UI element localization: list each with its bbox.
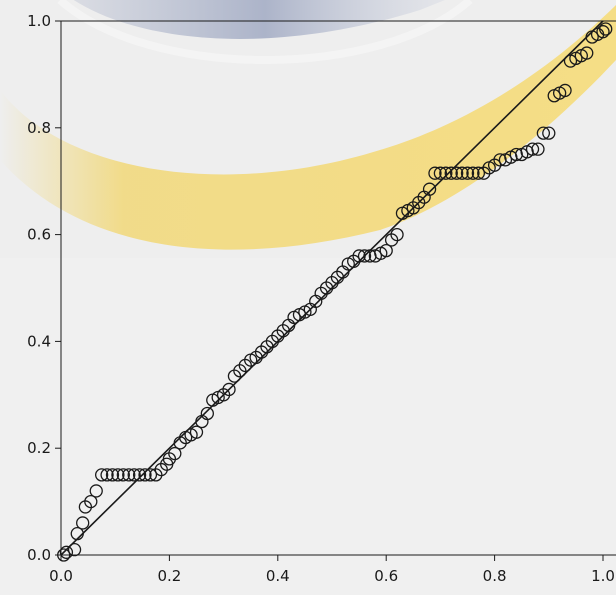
y-tick-label: 0.6	[27, 226, 51, 244]
data-point	[84, 494, 98, 509]
data-point	[132, 468, 147, 482]
data-point	[542, 126, 556, 140]
data-point	[599, 22, 613, 36]
data-point	[95, 468, 109, 482]
data-point	[76, 516, 90, 530]
data-point	[57, 548, 71, 562]
data-point	[525, 142, 540, 156]
data-point	[558, 83, 572, 98]
x-tick-label: 1.0	[591, 567, 615, 585]
data-point	[89, 484, 103, 498]
data-point	[111, 468, 125, 482]
data-point	[531, 142, 545, 156]
plot-frame	[60, 20, 616, 556]
x-tick-label: 0.4	[266, 567, 290, 585]
data-point	[189, 425, 204, 439]
y-tick-label: 0.2	[27, 439, 51, 457]
data-point	[450, 166, 464, 180]
axes: 0.0 0.2 0.4 0.6 0.8 1.0 0.0 0.2 0.4 0.6 0.8 1.0	[27, 12, 615, 585]
points-layer	[57, 22, 613, 562]
data-point	[127, 468, 141, 482]
data-point	[122, 468, 136, 482]
watermark-graphic	[0, 0, 616, 258]
y-tick-label: 0.4	[27, 332, 51, 350]
data-point	[59, 545, 74, 559]
data-point	[100, 468, 114, 482]
data-point	[390, 227, 404, 242]
data-point	[138, 468, 152, 482]
data-point	[596, 25, 610, 39]
data-point	[444, 166, 458, 180]
data-point	[580, 46, 594, 60]
data-point	[428, 166, 442, 180]
data-point	[433, 166, 448, 180]
data-point	[200, 406, 214, 421]
x-tick-label: 0.8	[483, 567, 507, 585]
data-point	[471, 166, 485, 180]
data-point	[70, 526, 84, 541]
data-point	[352, 249, 366, 263]
x-tick-label: 0.0	[49, 567, 73, 585]
data-point	[67, 543, 82, 557]
data-point	[466, 166, 480, 180]
data-point	[168, 446, 182, 461]
data-point	[422, 182, 437, 196]
data-point	[379, 243, 393, 258]
data-point	[143, 468, 158, 482]
x-tick-label: 0.2	[157, 567, 181, 585]
data-point	[536, 126, 551, 140]
data-point	[460, 166, 475, 180]
y-tick-label: 0.8	[27, 119, 51, 137]
x-tick-label: 0.6	[374, 567, 398, 585]
data-point	[439, 166, 453, 180]
data-point	[105, 468, 120, 482]
data-point	[357, 249, 372, 263]
y-tick-label: 1.0	[27, 12, 51, 30]
y-tick-label: 0.0	[27, 546, 51, 564]
data-point	[222, 382, 236, 397]
data-point	[116, 468, 130, 482]
data-point	[455, 166, 469, 180]
